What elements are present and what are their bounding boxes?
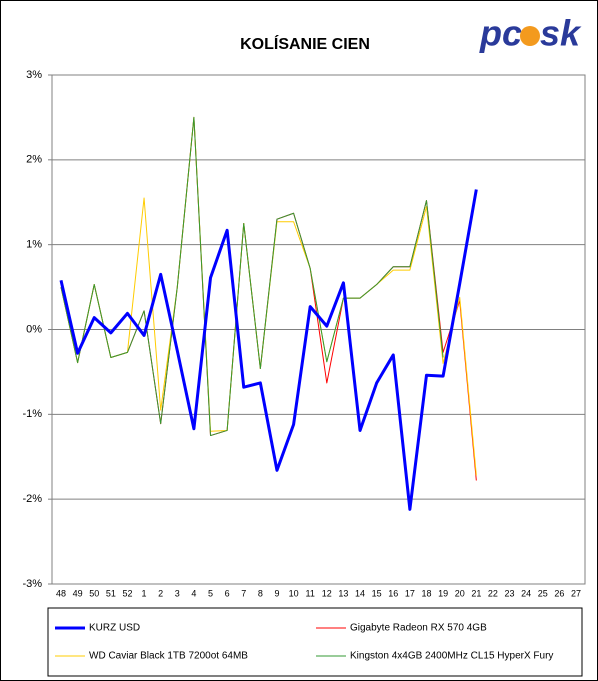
chart-title: KOLÍSANIE CIEN	[240, 34, 370, 53]
x-tick-label: 23	[505, 588, 515, 598]
y-tick-label: -2%	[22, 493, 42, 505]
y-tick-label: 3%	[26, 69, 42, 81]
x-tick-label: 22	[488, 588, 498, 598]
y-tick-label: 2%	[26, 154, 42, 166]
x-tick-label: 27	[571, 588, 581, 598]
logo-text: sk	[540, 13, 582, 54]
legend	[47, 607, 583, 677]
x-tick-label: 6	[225, 588, 230, 598]
x-tick-label: 4	[191, 588, 196, 598]
legend-label: KURZ USD	[89, 623, 140, 634]
x-tick-label: 52	[122, 588, 132, 598]
x-tick-label: 5	[208, 588, 213, 598]
x-tick-label: 9	[274, 588, 279, 598]
x-tick-label: 13	[338, 588, 348, 598]
x-tick-label: 21	[471, 588, 481, 598]
x-tick-label: 18	[421, 588, 431, 598]
x-tick-label: 51	[106, 588, 116, 598]
x-tick-label: 16	[388, 588, 398, 598]
legend-label: Kingston 4x4GB 2400MHz CL15 HyperX Fury	[350, 651, 553, 662]
x-tick-label: 8	[258, 588, 263, 598]
y-tick-label: 1%	[26, 239, 42, 251]
x-tick-label: 19	[438, 588, 448, 598]
logo-text: pc	[479, 13, 522, 54]
x-tick-label: 1	[142, 588, 147, 598]
x-tick-label: 11	[306, 588, 315, 598]
x-tick-label: 24	[521, 588, 531, 598]
x-tick-label: 17	[405, 588, 415, 598]
legend-label: WD Caviar Black 1TB 7200ot 64MB	[89, 651, 248, 662]
x-tick-label: 12	[322, 588, 332, 598]
x-tick-label: 15	[372, 588, 382, 598]
x-tick-label: 10	[289, 588, 299, 598]
series-line	[59, 189, 478, 511]
x-tick-label: 7	[241, 588, 246, 598]
legend-label: Gigabyte Radeon RX 570 4GB	[350, 623, 487, 634]
y-tick-label: 0%	[26, 323, 42, 335]
x-tick-label: 50	[89, 588, 99, 598]
x-tick-label: 2	[158, 588, 163, 598]
logo-flame	[520, 26, 540, 46]
series-line	[60, 116, 444, 437]
x-tick-label: 49	[73, 588, 83, 598]
x-tick-label: 20	[455, 588, 465, 598]
x-tick-label: 48	[56, 588, 66, 598]
y-tick-label: -3%	[22, 578, 42, 590]
x-tick-label: 3	[175, 588, 180, 598]
x-tick-label: 26	[554, 588, 564, 598]
x-tick-label: 25	[538, 588, 548, 598]
logo: pc sk	[479, 13, 582, 54]
y-tick-label: -1%	[22, 408, 42, 420]
x-tick-label: 14	[355, 588, 365, 598]
